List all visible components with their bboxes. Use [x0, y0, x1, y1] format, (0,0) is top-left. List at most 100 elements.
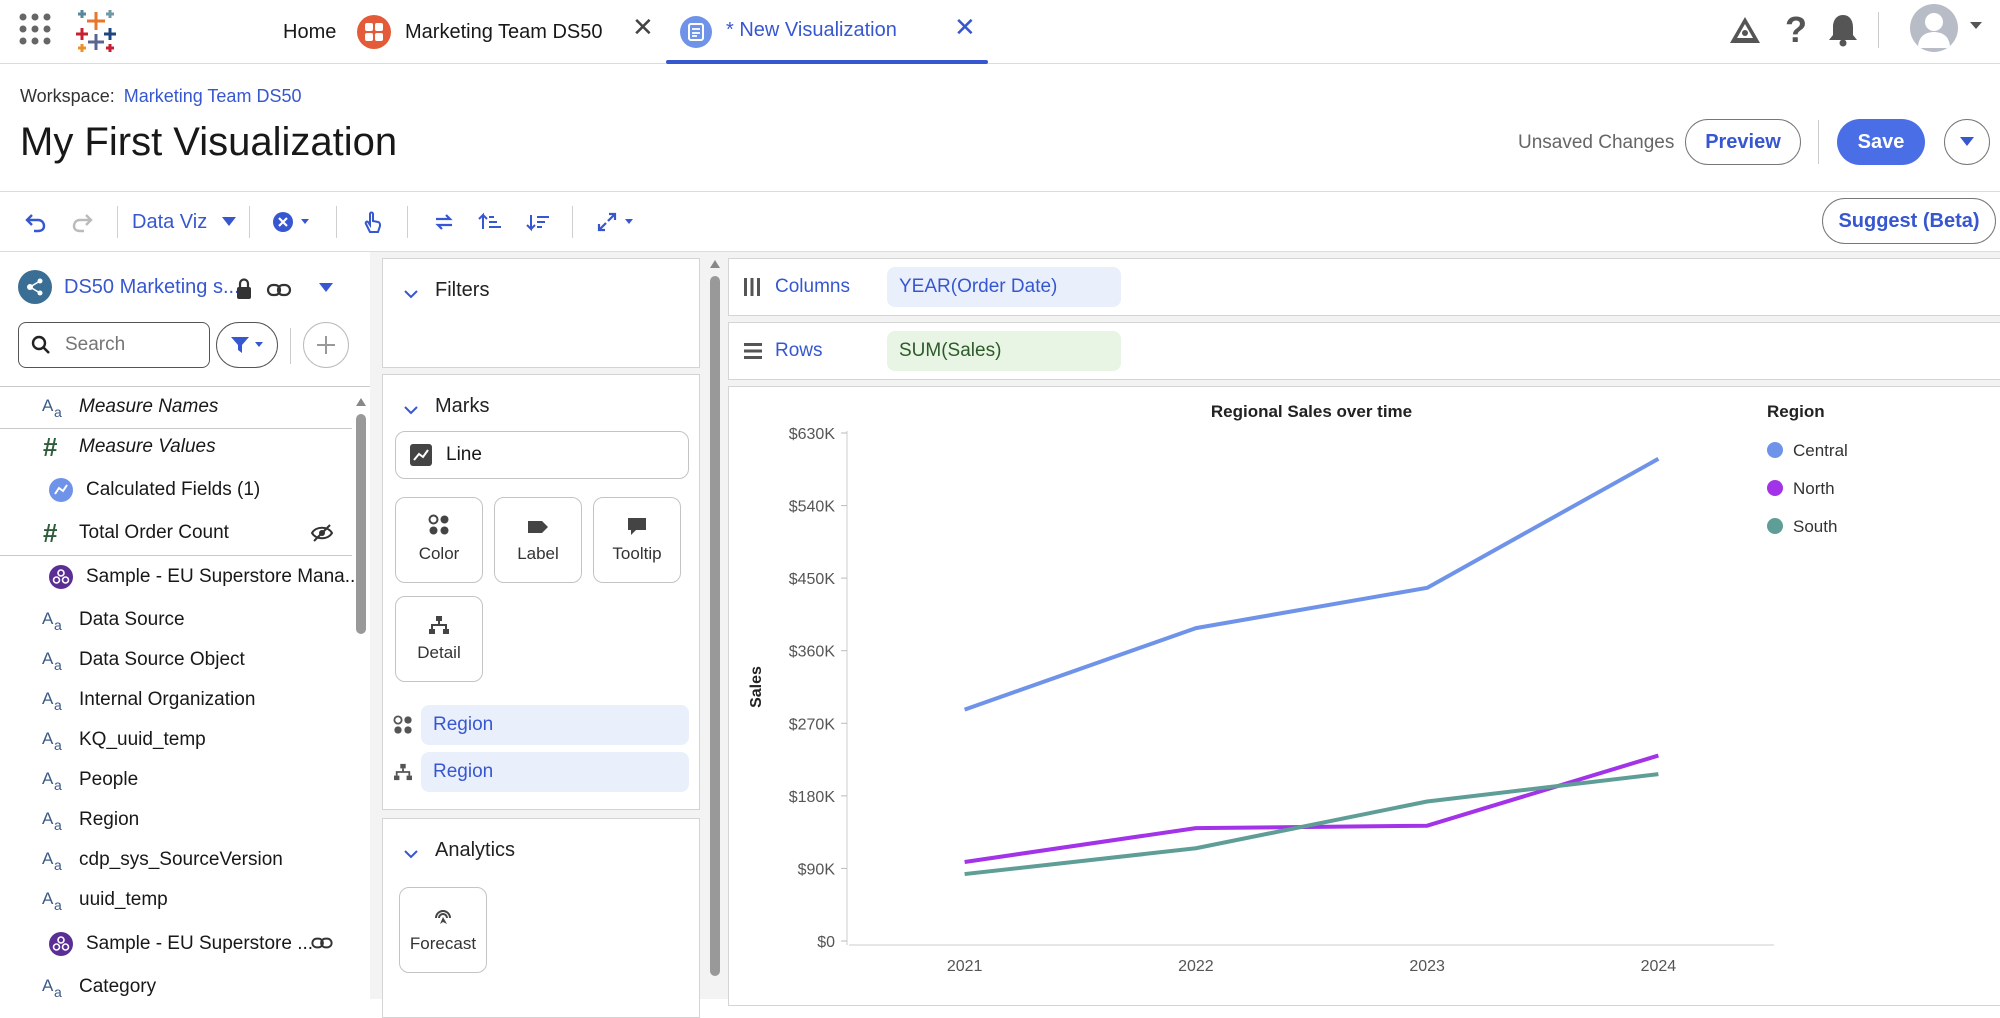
save-options-dropdown[interactable]: [1944, 119, 1990, 165]
collapse-marks-chevron-icon[interactable]: [403, 405, 419, 415]
suggest-beta-button[interactable]: Suggest (Beta): [1822, 198, 1996, 244]
svg-text:A: A: [42, 649, 54, 668]
color-region-pill[interactable]: Region: [421, 705, 689, 745]
clear-icon: [273, 212, 293, 232]
link-icon[interactable]: [266, 282, 292, 298]
canvas-scrollbar-thumb[interactable]: [710, 276, 720, 976]
app-launcher-icon[interactable]: [18, 12, 52, 46]
forecast-button[interactable]: Forecast: [399, 887, 487, 973]
field-list-item[interactable]: # Total Order Count: [0, 513, 350, 553]
rows-sum-sales-pill[interactable]: SUM(Sales): [887, 331, 1121, 371]
hidden-field-icon[interactable]: [310, 523, 334, 543]
notification-bell-icon[interactable]: [1823, 10, 1863, 50]
search-input[interactable]: [65, 334, 195, 356]
field-label: Region: [79, 809, 140, 830]
undo-icon[interactable]: [24, 204, 48, 240]
color-mark-button[interactable]: Color: [395, 497, 483, 583]
avatar[interactable]: [1910, 4, 1958, 52]
sort-descending-icon[interactable]: [526, 204, 550, 240]
svg-text:a: a: [54, 404, 62, 418]
columns-year-order-date-pill[interactable]: YEAR(Order Date): [887, 267, 1121, 307]
rows-shelf[interactable]: Rows SUM(Sales): [728, 322, 2000, 380]
avatar-menu-chevron-icon[interactable]: [1968, 20, 1984, 32]
svg-text:A: A: [42, 609, 54, 628]
calc-icon: [48, 477, 74, 503]
field-label: Data Source: [79, 609, 185, 630]
columns-shelf[interactable]: Columns YEAR(Order Date): [728, 258, 2000, 316]
field-label: Sample - EU Superstore Mana...: [86, 566, 361, 587]
close-tab-visualization-icon[interactable]: ✕: [954, 12, 976, 42]
svg-text:a: a: [54, 737, 62, 751]
collapse-filters-chevron-icon[interactable]: [403, 289, 419, 299]
field-label: Total Order Count: [79, 522, 229, 543]
field-label: cdp_sys_SourceVersion: [79, 849, 283, 870]
workspace-link[interactable]: Marketing Team DS50: [123, 86, 302, 106]
swap-rows-columns-icon[interactable]: [432, 204, 456, 240]
label-mark-button[interactable]: Label: [494, 497, 582, 583]
preview-button[interactable]: Preview: [1685, 119, 1801, 165]
rows-icon: [744, 343, 762, 359]
canvas-scrollbar[interactable]: [708, 256, 722, 999]
save-button[interactable]: Save: [1837, 119, 1925, 165]
close-tab-marketing-icon[interactable]: ✕: [632, 12, 654, 42]
field-label: Calculated Fields (1): [86, 479, 261, 500]
chevron-down-icon: [301, 219, 309, 224]
field-label: Measure Names: [79, 396, 219, 417]
field-list-item[interactable]: Calculated Fields (1): [0, 470, 350, 510]
fit-dropdown[interactable]: [596, 204, 634, 240]
field-list-item[interactable]: Sample - EU Superstore Mana...: [0, 557, 361, 597]
trailhead-icon[interactable]: [1725, 10, 1765, 50]
help-icon[interactable]: ?: [1785, 9, 1807, 50]
tooltip-mark-button[interactable]: Tooltip: [593, 497, 681, 583]
pane-separator: [290, 328, 291, 364]
detail-mark-button[interactable]: Detail: [395, 596, 483, 682]
scrollbar-thumb[interactable]: [356, 414, 366, 634]
data-viz-dropdown[interactable]: Data Viz: [132, 204, 237, 240]
chevron-down-icon: [1960, 137, 1974, 146]
field-list-item[interactable]: # Measure Values: [0, 427, 350, 467]
mark-type-select[interactable]: Line: [395, 431, 689, 479]
field-label: uuid_temp: [79, 889, 168, 910]
add-field-button[interactable]: [303, 322, 349, 368]
search-box[interactable]: [18, 322, 210, 368]
field-list-scrollbar[interactable]: [354, 392, 368, 999]
data-source-menu-chevron-icon[interactable]: [318, 282, 334, 294]
field-label: KQ_uuid_temp: [79, 729, 206, 750]
tab-home[interactable]: Home: [283, 0, 336, 64]
clear-sheet-dropdown[interactable]: [272, 204, 310, 240]
filter-fields-dropdown[interactable]: [216, 322, 278, 368]
y-tick-label: $630K: [789, 426, 836, 443]
field-label: Measure Values: [79, 436, 216, 457]
collapse-analytics-chevron-icon[interactable]: [403, 849, 419, 859]
tab-new-visualization[interactable]: * New Visualization: [680, 0, 897, 64]
page-title[interactable]: My First Visualization: [20, 120, 398, 164]
link-icon[interactable]: [310, 936, 334, 950]
filters-heading: Filters: [435, 279, 490, 301]
color-icon: [428, 514, 449, 535]
tab-marketing-team[interactable]: Marketing Team DS50: [357, 0, 603, 64]
data-source-name[interactable]: DS50 Marketing s...: [64, 276, 240, 298]
touch-icon[interactable]: [361, 204, 383, 240]
toolbar-separator: [249, 206, 250, 238]
field-list-item[interactable]: Sample - EU Superstore ...: [0, 924, 350, 964]
toolbar: Data Viz Suggest (Beta): [0, 192, 2000, 252]
nav-divider: [1878, 12, 1879, 48]
detail-region-pill[interactable]: Region: [421, 752, 689, 792]
svg-text:A: A: [42, 396, 54, 415]
svg-text:A: A: [42, 689, 54, 708]
sort-ascending-icon[interactable]: [478, 204, 502, 240]
redo-icon[interactable]: [70, 204, 94, 240]
pane-top-divider: [0, 386, 370, 387]
